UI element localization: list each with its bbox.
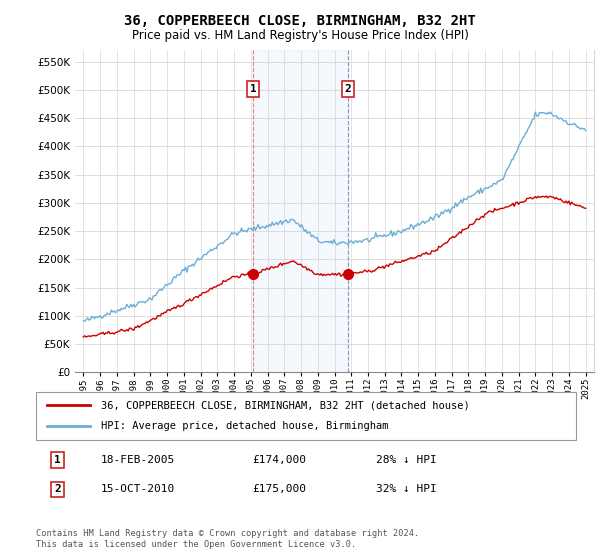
Text: 36, COPPERBEECH CLOSE, BIRMINGHAM, B32 2HT: 36, COPPERBEECH CLOSE, BIRMINGHAM, B32 2… (124, 14, 476, 28)
Bar (253, 50, 348, 372)
Text: 1: 1 (54, 455, 61, 465)
Text: HPI: Average price, detached house, Birmingham: HPI: Average price, detached house, Birm… (101, 421, 388, 431)
Text: Contains HM Land Registry data © Crown copyright and database right 2024.
This d: Contains HM Land Registry data © Crown c… (36, 529, 419, 549)
Text: 28% ↓ HPI: 28% ↓ HPI (376, 455, 437, 465)
Text: 2: 2 (344, 84, 351, 94)
Text: £175,000: £175,000 (252, 484, 306, 494)
Text: 15-OCT-2010: 15-OCT-2010 (101, 484, 175, 494)
FancyBboxPatch shape (36, 392, 576, 440)
Text: 36, COPPERBEECH CLOSE, BIRMINGHAM, B32 2HT (detached house): 36, COPPERBEECH CLOSE, BIRMINGHAM, B32 2… (101, 400, 470, 410)
Text: 1: 1 (250, 84, 256, 94)
Text: 32% ↓ HPI: 32% ↓ HPI (376, 484, 437, 494)
Text: Price paid vs. HM Land Registry's House Price Index (HPI): Price paid vs. HM Land Registry's House … (131, 29, 469, 42)
Text: £174,000: £174,000 (252, 455, 306, 465)
Text: 2: 2 (54, 484, 61, 494)
Text: 18-FEB-2005: 18-FEB-2005 (101, 455, 175, 465)
